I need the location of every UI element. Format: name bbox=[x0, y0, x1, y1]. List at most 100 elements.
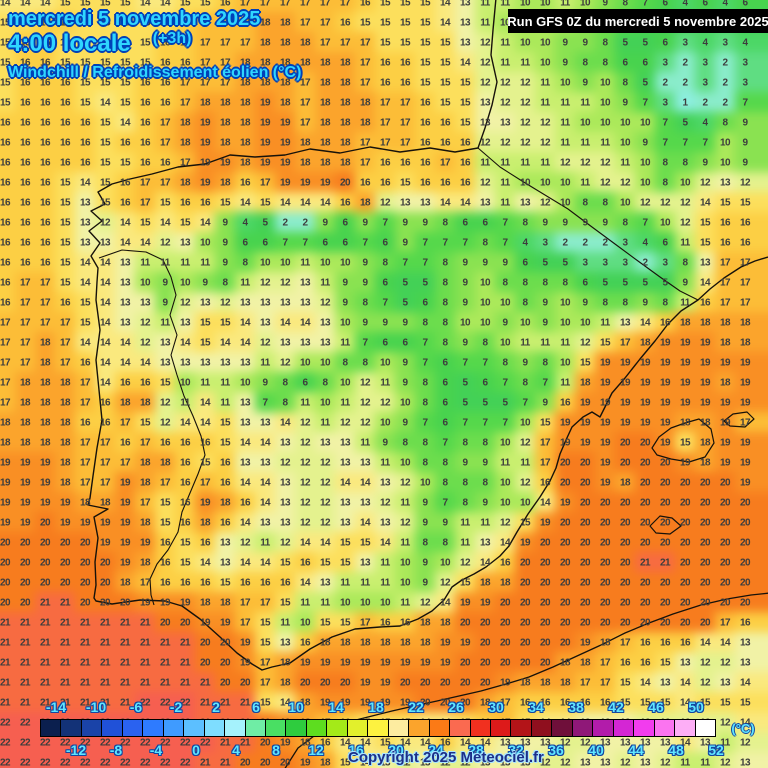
grid-value: 17 bbox=[0, 337, 11, 349]
grid-value: 4 bbox=[642, 237, 648, 249]
grid-value: 20 bbox=[519, 657, 531, 669]
grid-value: 14 bbox=[99, 377, 111, 389]
grid-value: 9 bbox=[702, 157, 708, 169]
grid-value: 15 bbox=[159, 197, 171, 209]
grid-value: 12 bbox=[279, 537, 291, 549]
legend-tick-label: -4 bbox=[149, 742, 163, 758]
grid-value: 15 bbox=[339, 557, 351, 569]
legend-box bbox=[634, 720, 655, 736]
grid-value: 11 bbox=[300, 597, 310, 609]
grid-value: 21 bbox=[19, 637, 31, 649]
grid-value: 13 bbox=[119, 297, 131, 309]
grid-value: 16 bbox=[739, 217, 751, 229]
grid-value: 10 bbox=[279, 257, 291, 269]
grid-value: 14 bbox=[239, 517, 251, 529]
color-scale-bar bbox=[40, 719, 716, 737]
grid-value: 13 bbox=[259, 297, 271, 309]
grid-value: 13 bbox=[699, 257, 711, 269]
grid-value: 21 bbox=[159, 657, 171, 669]
grid-value: 19 bbox=[559, 437, 571, 449]
grid-value: 20 bbox=[19, 537, 31, 549]
field-cell bbox=[735, 32, 768, 52]
grid-value: 10 bbox=[579, 317, 591, 329]
grid-value: 13 bbox=[739, 657, 751, 669]
grid-value: 3 bbox=[602, 257, 608, 269]
grid-value: 10 bbox=[399, 577, 411, 589]
grid-value: 4 bbox=[702, 117, 708, 129]
grid-value: 20 bbox=[539, 577, 551, 589]
grid-value: 16 bbox=[459, 157, 471, 169]
grid-value: 12 bbox=[399, 477, 411, 489]
grid-value: 16 bbox=[159, 157, 171, 169]
legend-tick-label: 10 bbox=[288, 699, 304, 715]
grid-value: 15 bbox=[439, 97, 451, 109]
grid-value: 21 bbox=[79, 677, 91, 689]
grid-value: 10 bbox=[539, 57, 551, 69]
grid-value: 21 bbox=[0, 617, 11, 629]
field-cell bbox=[595, 32, 615, 52]
grid-value: 22 bbox=[99, 737, 111, 749]
grid-value: 20 bbox=[499, 637, 511, 649]
grid-value: 18 bbox=[319, 137, 331, 149]
grid-value: 16 bbox=[399, 157, 411, 169]
grid-value: 7 bbox=[442, 237, 448, 249]
grid-value: 21 bbox=[19, 697, 31, 709]
grid-value: 14 bbox=[199, 217, 211, 229]
grid-value: 20 bbox=[519, 597, 531, 609]
grid-value: 15 bbox=[519, 517, 531, 529]
field-cell bbox=[235, 72, 255, 92]
grid-value: 15 bbox=[439, 57, 451, 69]
grid-value: 15 bbox=[139, 417, 151, 429]
grid-value: 7 bbox=[502, 377, 508, 389]
grid-value: 17 bbox=[359, 77, 371, 89]
grid-value: 20 bbox=[519, 617, 531, 629]
legend-tick-label: 42 bbox=[608, 699, 624, 715]
grid-value: 10 bbox=[579, 0, 591, 9]
grid-value: 9 bbox=[422, 517, 428, 529]
grid-value: 15 bbox=[419, 0, 431, 9]
grid-value: 11 bbox=[620, 157, 630, 169]
grid-value: 13 bbox=[179, 357, 191, 369]
grid-value: 16 bbox=[199, 577, 211, 589]
grid-value: 20 bbox=[639, 457, 651, 469]
grid-value: 15 bbox=[99, 157, 111, 169]
grid-value: 21 bbox=[39, 657, 51, 669]
grid-value: 7 bbox=[382, 217, 388, 229]
grid-value: 18 bbox=[319, 77, 331, 89]
grid-value: 13 bbox=[219, 557, 231, 569]
field-cell bbox=[635, 52, 655, 72]
grid-value: 19 bbox=[199, 177, 211, 189]
grid-value: 6 bbox=[382, 337, 388, 349]
grid-value: 16 bbox=[299, 637, 311, 649]
grid-value: 8 bbox=[442, 297, 448, 309]
grid-value: 13 bbox=[479, 97, 491, 109]
grid-value: 19 bbox=[679, 397, 691, 409]
grid-value: 12 bbox=[679, 217, 691, 229]
grid-value: 2 bbox=[662, 77, 668, 89]
grid-value: 9 bbox=[622, 97, 628, 109]
legend-box bbox=[286, 720, 307, 736]
grid-value: 12 bbox=[299, 477, 311, 489]
grid-value: 13 bbox=[199, 357, 211, 369]
grid-value: 19 bbox=[679, 337, 691, 349]
grid-value: 16 bbox=[719, 237, 731, 249]
grid-value: 15 bbox=[199, 457, 211, 469]
grid-value: 16 bbox=[179, 517, 191, 529]
grid-value: 11 bbox=[360, 437, 370, 449]
scale-unit-label: (°C) bbox=[731, 721, 755, 736]
field-cell bbox=[595, 92, 615, 112]
grid-value: 7 bbox=[482, 417, 488, 429]
grid-value: 19 bbox=[59, 517, 71, 529]
field-cell bbox=[275, 32, 295, 52]
field-cell bbox=[275, 72, 295, 92]
grid-value: 19 bbox=[139, 597, 151, 609]
grid-value: 9 bbox=[362, 277, 368, 289]
field-cell bbox=[235, 92, 255, 112]
grid-value: 11 bbox=[240, 277, 250, 289]
grid-value: 10 bbox=[719, 137, 731, 149]
grid-value: 8 bbox=[662, 177, 668, 189]
grid-value: 20 bbox=[579, 557, 591, 569]
grid-value: 16 bbox=[179, 577, 191, 589]
grid-value: 11 bbox=[600, 317, 610, 329]
grid-value: 14 bbox=[199, 417, 211, 429]
